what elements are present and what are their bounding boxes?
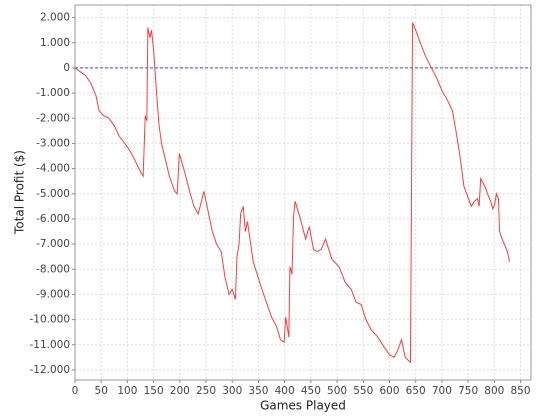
data-line [74, 22, 510, 364]
x-tick-label: 200 [170, 385, 190, 397]
x-tick-label: 600 [379, 385, 399, 397]
y-tick-label: -10.000 [29, 314, 70, 326]
y-tick-label: 2.000 [40, 12, 70, 24]
y-tick-label: -2.000 [36, 112, 70, 124]
x-tick-label: 700 [432, 385, 452, 397]
x-axis-title: Games Played [260, 399, 346, 413]
y-tick-label: -8.000 [36, 263, 70, 275]
x-tick-label: 350 [248, 385, 268, 397]
x-tick-label: 850 [510, 385, 530, 397]
y-tick-label: -12.000 [29, 364, 70, 376]
x-tick-label: 150 [144, 385, 164, 397]
x-tick-label: 50 [95, 385, 108, 397]
y-axis-title: Total Profit ($) [13, 150, 27, 235]
y-tick-label: -9.000 [36, 288, 70, 300]
y-tick-label: -11.000 [29, 339, 70, 351]
x-tick-label: 300 [222, 385, 242, 397]
y-tick-label: -1.000 [36, 87, 70, 99]
y-tick-label: -7.000 [36, 238, 70, 250]
x-tick-label: 800 [484, 385, 504, 397]
y-tick-label: -6.000 [36, 213, 70, 225]
x-tick-label: 650 [406, 385, 426, 397]
y-tick-label: -3.000 [36, 137, 70, 149]
x-tick-label: 500 [327, 385, 347, 397]
x-tick-label: 400 [275, 385, 295, 397]
y-tick-label: 0 [63, 62, 70, 74]
x-tick-label: 450 [301, 385, 321, 397]
y-tick-label: 1.000 [40, 37, 70, 49]
x-tick-label: 0 [72, 385, 79, 397]
x-tick-label: 250 [196, 385, 216, 397]
y-tick-label: -4.000 [36, 163, 70, 175]
plot-border [74, 4, 532, 381]
x-tick-label: 100 [117, 385, 137, 397]
x-tick-label: 550 [353, 385, 373, 397]
y-tick-label: -5.000 [36, 188, 70, 200]
x-tick-label: 750 [458, 385, 478, 397]
